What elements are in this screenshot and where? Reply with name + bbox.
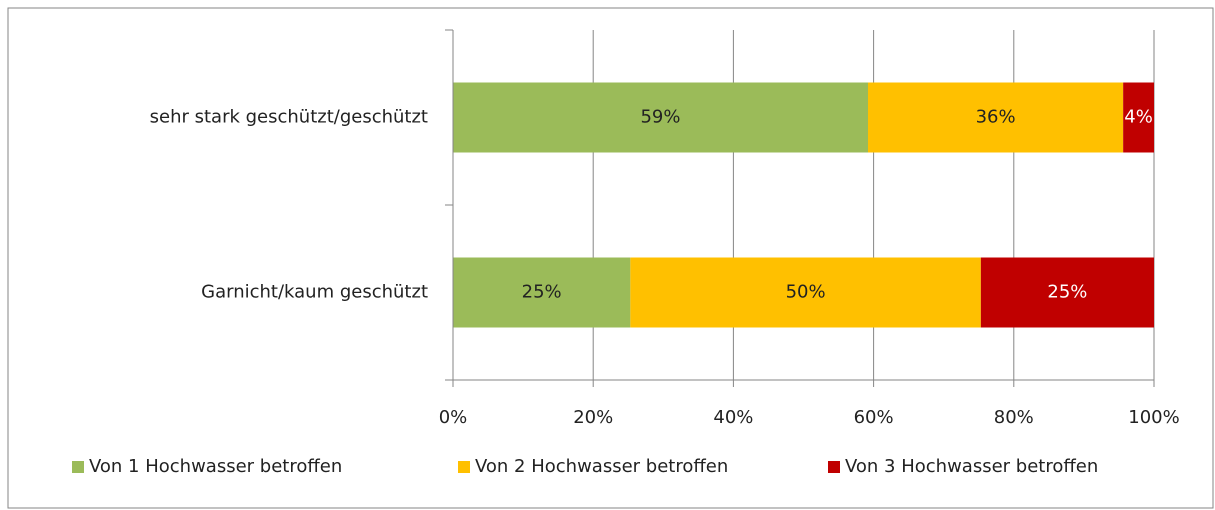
x-tick-label: 20% bbox=[573, 407, 613, 428]
x-tick-label: 0% bbox=[439, 407, 468, 428]
value-label: 50% bbox=[786, 282, 826, 303]
legend-label: Von 2 Hochwasser betroffen bbox=[475, 456, 728, 477]
x-tick-label: 60% bbox=[854, 407, 894, 428]
x-tick-label: 80% bbox=[994, 407, 1034, 428]
value-label: 4% bbox=[1124, 107, 1153, 128]
value-label: 59% bbox=[640, 107, 680, 128]
bar-segment bbox=[867, 82, 1124, 153]
category-label: sehr stark geschützt/geschützt bbox=[150, 107, 428, 128]
value-label: 25% bbox=[522, 282, 562, 303]
value-label: 25% bbox=[1047, 282, 1087, 303]
bar-segment bbox=[980, 257, 1154, 328]
category-label: Garnicht/kaum geschützt bbox=[201, 282, 428, 303]
legend-swatch bbox=[72, 461, 84, 473]
legend-label: Von 3 Hochwasser betroffen bbox=[845, 456, 1098, 477]
bar-segment bbox=[453, 257, 631, 328]
bar-segment bbox=[453, 82, 868, 153]
legend-swatch bbox=[458, 461, 470, 473]
x-tick-label: 40% bbox=[713, 407, 753, 428]
x-tick-label: 100% bbox=[1128, 407, 1179, 428]
value-label: 36% bbox=[976, 107, 1016, 128]
legend-swatch bbox=[828, 461, 840, 473]
legend-label: Von 1 Hochwasser betroffen bbox=[89, 456, 342, 477]
bar-segment bbox=[1123, 82, 1154, 153]
bar-segment bbox=[630, 257, 981, 328]
